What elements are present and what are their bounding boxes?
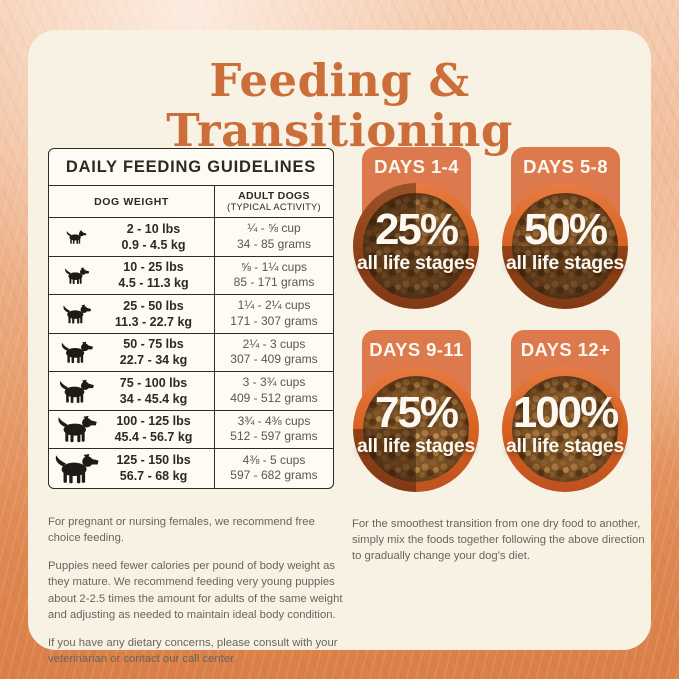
table-row: 50 - 75 lbs 22.7 - 34 kg 2¼ - 3 cups 307… bbox=[49, 333, 333, 372]
dog-icon bbox=[49, 453, 103, 484]
feeding-notes: For pregnant or nursing females, we reco… bbox=[48, 514, 348, 679]
percent-label: 50% bbox=[523, 204, 608, 254]
transition-tile-days-1-4: DAYS 1-4 25% all life stages bbox=[352, 147, 480, 330]
portion-range: 1¼ - 2¼ cups 171 - 307 grams bbox=[230, 298, 318, 328]
note-dietary-concerns: If you have any dietary concerns, please… bbox=[48, 636, 338, 665]
note-puppies: Puppies need fewer calories per pound of… bbox=[48, 560, 343, 621]
days-label: DAYS 12+ bbox=[520, 339, 611, 360]
table-header-row: DOG WEIGHT ADULT DOGS (TYPICAL ACTIVITY) bbox=[49, 186, 333, 218]
kibble-texture bbox=[363, 193, 469, 299]
transition-note: For the smoothest transition from one dr… bbox=[352, 516, 648, 576]
table-row: 10 - 25 lbs 4.5 - 11.3 kg ⅝ - 1¼ cups 85… bbox=[49, 256, 333, 295]
portion-range: 4⅜ - 5 cups 597 - 682 grams bbox=[230, 452, 318, 483]
days-label: DAYS 1-4 bbox=[374, 156, 459, 177]
transition-schedule: DAYS 1-4 25% all life stages DAYS 5-8 50… bbox=[352, 147, 629, 513]
feeding-guidelines-table: DAILY FEEDING GUIDELINES DOG WEIGHT ADUL… bbox=[48, 148, 334, 489]
transition-tile-days-5-8: DAYS 5-8 50% all life stages bbox=[501, 147, 629, 330]
table-row: 25 - 50 lbs 11.3 - 22.7 kg 1¼ - 2¼ cups … bbox=[49, 295, 333, 334]
kibble-texture bbox=[512, 376, 618, 482]
dog-icon bbox=[49, 230, 103, 244]
weight-range: 2 - 10 lbs 0.9 - 4.5 kg bbox=[121, 221, 186, 252]
page-title: Feeding & Transitioning bbox=[166, 54, 513, 157]
percent-label: 100% bbox=[512, 387, 620, 437]
kibble-bowl-photo: 50% all life stages bbox=[502, 183, 628, 309]
portion-range: ⅝ - 1¼ cups 85 - 171 grams bbox=[233, 259, 315, 290]
kibble-bowl-photo: 75% all life stages bbox=[353, 366, 479, 492]
transition-tile-days-12-plus: DAYS 12+ 100% all life stages bbox=[501, 330, 629, 513]
dog-icon bbox=[49, 267, 103, 284]
weight-range: 50 - 75 lbs 22.7 - 34 kg bbox=[119, 337, 188, 368]
portion-range: ¼ - ⅝ cup 34 - 85 grams bbox=[236, 221, 312, 251]
dog-icon bbox=[49, 415, 103, 443]
note-pregnant: For pregnant or nursing females, we reco… bbox=[48, 516, 315, 545]
weight-range: 25 - 50 lbs 11.3 - 22.7 kg bbox=[114, 298, 193, 329]
table-row: 75 - 100 lbs 34 - 45.4 kg 3 - 3¾ cups 40… bbox=[49, 372, 333, 411]
table-title: DAILY FEEDING GUIDELINES bbox=[49, 149, 333, 186]
typical-activity-label: (TYPICAL ACTIVITY) bbox=[227, 202, 321, 213]
percent-label: 75% bbox=[374, 387, 459, 437]
portion-shade-overlay bbox=[353, 366, 479, 492]
percent-label: 25% bbox=[374, 204, 459, 254]
life-stages-label: all life stages bbox=[357, 251, 475, 274]
column-header-dog-weight: DOG WEIGHT bbox=[49, 186, 215, 217]
dog-icon bbox=[49, 304, 103, 324]
table-row: 2 - 10 lbs 0.9 - 4.5 kg ¼ - ⅝ cup 34 - 8… bbox=[49, 218, 333, 257]
portion-range: 2¼ - 3 cups 307 - 409 grams bbox=[230, 336, 318, 367]
dog-icon bbox=[49, 341, 103, 364]
weight-range: 100 - 125 lbs 45.4 - 56.7 kg bbox=[114, 414, 193, 445]
days-label: DAYS 9-11 bbox=[369, 339, 464, 360]
weight-range: 75 - 100 lbs 34 - 45.4 kg bbox=[119, 375, 188, 406]
weight-range: 10 - 25 lbs 4.5 - 11.3 kg bbox=[118, 260, 189, 291]
transition-tile-days-9-11: DAYS 9-11 75% all life stages bbox=[352, 330, 480, 513]
portion-shade-overlay bbox=[353, 183, 479, 309]
days-label: DAYS 5-8 bbox=[523, 156, 608, 177]
life-stages-label: all life stages bbox=[506, 434, 624, 457]
portion-range: 3 - 3¾ cups 409 - 512 grams bbox=[230, 375, 318, 405]
adult-dogs-label: ADULT DOGS bbox=[238, 190, 310, 203]
note-transition: For the smoothest transition from one dr… bbox=[352, 518, 645, 563]
weight-range: 125 - 150 lbs 56.7 - 68 kg bbox=[116, 453, 191, 484]
column-header-adult-dogs: ADULT DOGS (TYPICAL ACTIVITY) bbox=[215, 186, 333, 217]
dog-icon bbox=[49, 379, 103, 403]
table-row: 100 - 125 lbs 45.4 - 56.7 kg 3¾ - 4⅜ cup… bbox=[49, 410, 333, 449]
kibble-texture bbox=[512, 193, 618, 299]
life-stages-label: all life stages bbox=[506, 251, 624, 274]
table-row: 125 - 150 lbs 56.7 - 68 kg 4⅜ - 5 cups 5… bbox=[49, 449, 333, 488]
life-stages-label: all life stages bbox=[357, 434, 475, 457]
portion-shade-overlay bbox=[502, 183, 628, 309]
kibble-bowl-photo: 100% all life stages bbox=[502, 366, 628, 492]
portion-range: 3¾ - 4⅜ cups 512 - 597 grams bbox=[230, 413, 318, 444]
kibble-texture bbox=[363, 376, 469, 482]
infographic-card: Feeding & Transitioning DAILY FEEDING GU… bbox=[28, 30, 651, 665]
kibble-bowl-photo: 25% all life stages bbox=[353, 183, 479, 309]
